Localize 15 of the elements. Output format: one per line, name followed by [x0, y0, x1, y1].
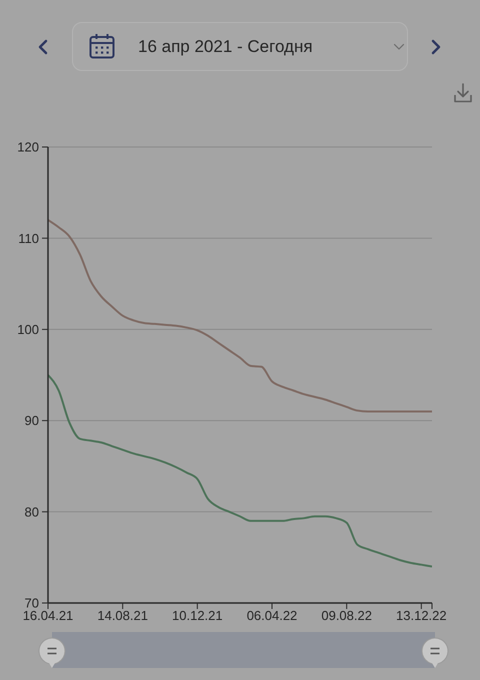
line-series — [48, 218, 432, 412]
y-tick-label: 70 — [24, 596, 39, 611]
line-series — [48, 374, 432, 568]
x-tick-label: 06.04.22 — [246, 608, 298, 624]
x-tick-label: 09.08.22 — [321, 608, 372, 624]
x-tick-label: 13.12.22 — [396, 608, 447, 624]
x-tick-label: 16.04.21 — [22, 608, 74, 624]
y-tick-label: 110 — [18, 230, 39, 246]
y-tick-label: 100 — [17, 322, 39, 338]
text: 16 апр 2021 - Сегодня — [138, 37, 313, 56]
x-tick-label: 10.12.21 — [172, 608, 223, 624]
x-tick-label: 14.08.21 — [97, 608, 148, 624]
y-tick-label: 120 — [17, 140, 39, 155]
y-tick-label: 90 — [24, 413, 39, 428]
y-tick-label: 80 — [24, 504, 39, 520]
